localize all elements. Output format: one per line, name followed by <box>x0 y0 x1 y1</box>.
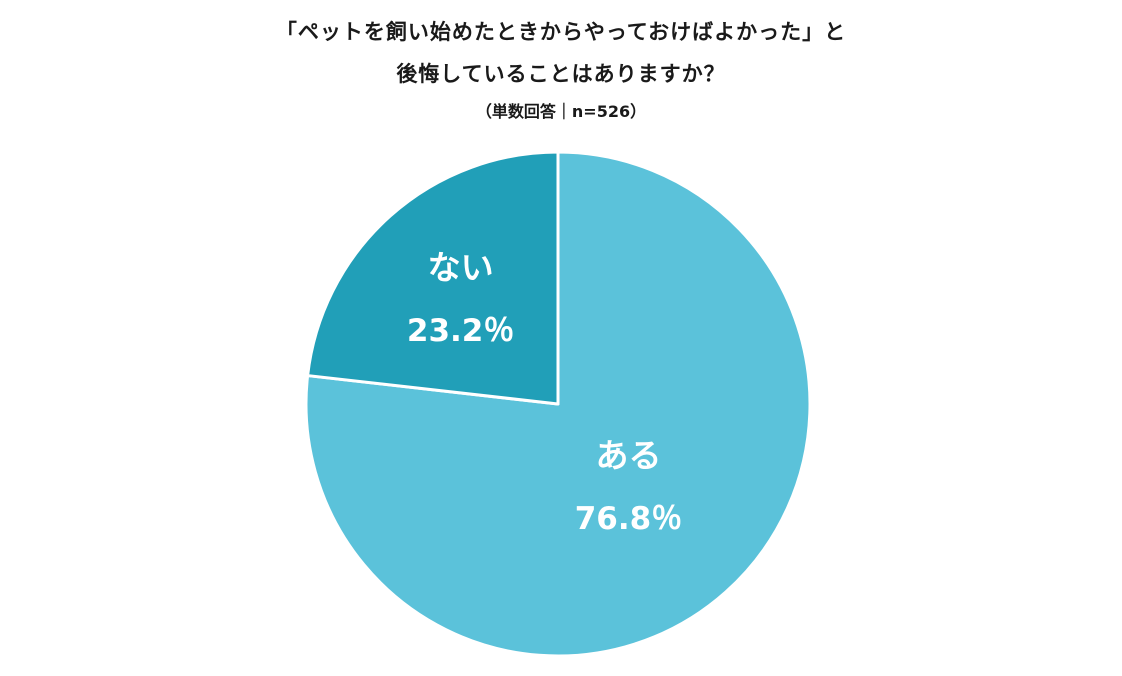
slice-label-0: ある <box>595 436 661 475</box>
slice-label-1: ない <box>428 248 494 287</box>
slice-value-label-1: 23.2％ <box>407 313 515 349</box>
chart-title-line1: 「ペットを飼い始めたときからやっておけばよかった」と <box>275 20 847 44</box>
chart-subtitle: （単数回答｜n=526） <box>475 102 647 121</box>
pie-slice-1 <box>306 150 560 406</box>
slice-value-label-0: 76.8％ <box>575 501 683 537</box>
chart-title-line2: 後悔していることはありますか？ <box>396 62 726 86</box>
